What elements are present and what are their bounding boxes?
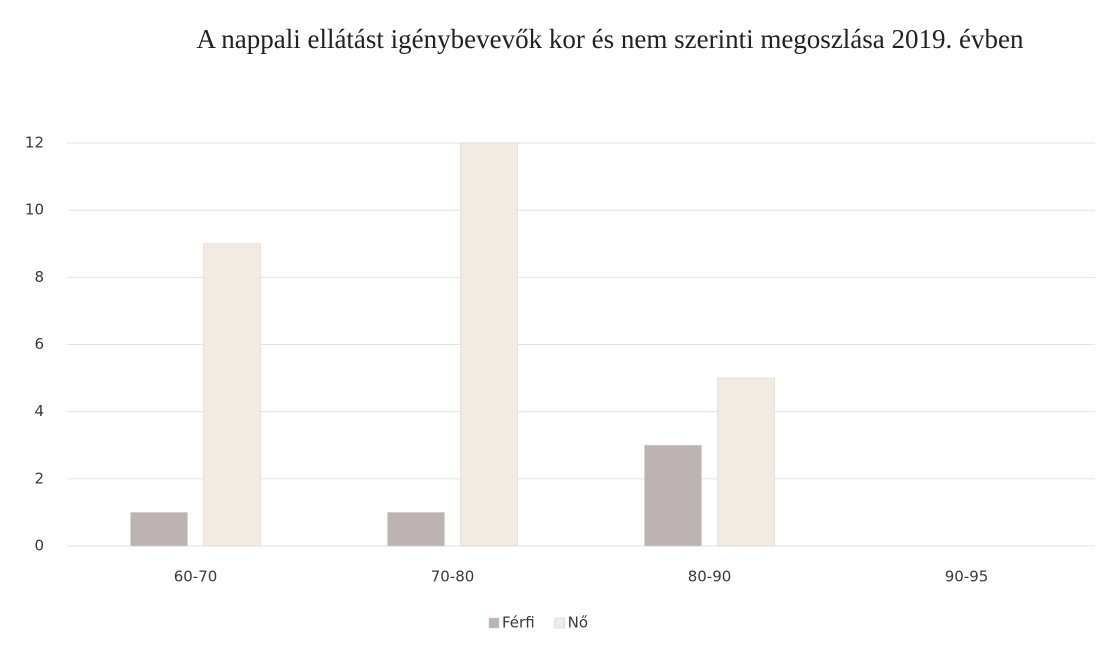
bar [717, 377, 775, 547]
legend-swatch [488, 617, 500, 629]
bar [203, 243, 261, 547]
x-tick-label: 70-80 [431, 568, 475, 586]
bar [387, 512, 445, 547]
y-tick-label: 4 [34, 402, 44, 420]
legend-label: Férfi [502, 614, 535, 632]
y-tick-label: 10 [25, 201, 44, 219]
x-tick-label: 80-90 [688, 568, 732, 586]
bar [644, 445, 702, 547]
y-tick-label: 12 [25, 134, 44, 152]
bar [130, 512, 188, 547]
y-tick-label: 2 [34, 469, 44, 487]
x-tick-label: 90-95 [945, 568, 989, 586]
bar [460, 142, 518, 547]
legend-label: Nő [568, 614, 588, 632]
legend-swatch [554, 617, 565, 629]
y-tick-label: 0 [34, 537, 44, 555]
y-tick-label: 6 [34, 335, 44, 353]
x-tick-label: 60-70 [174, 568, 218, 586]
y-tick-label: 8 [34, 268, 44, 286]
chart-title: A nappali ellátást igénybevevők kor és n… [196, 24, 1024, 54]
